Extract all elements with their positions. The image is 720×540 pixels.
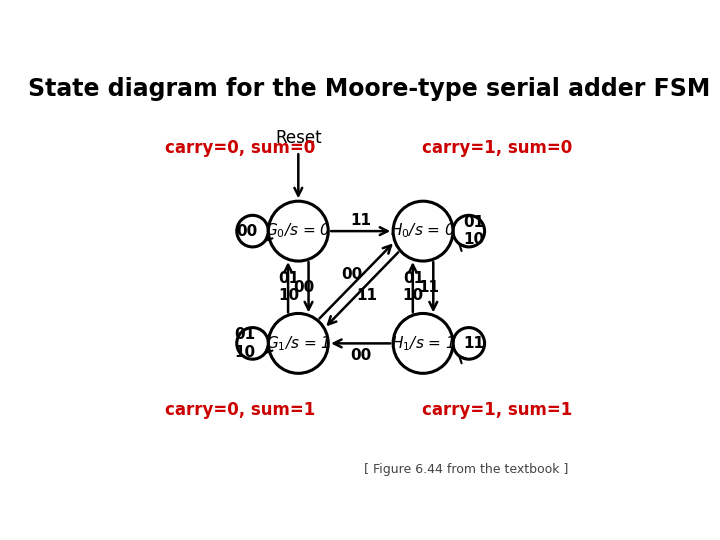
- Text: Reset: Reset: [275, 129, 322, 147]
- Text: 11: 11: [356, 288, 377, 303]
- Text: H$_0$/$s$ = 0: H$_0$/$s$ = 0: [390, 222, 456, 240]
- Text: 00: 00: [350, 348, 372, 363]
- Circle shape: [269, 313, 328, 373]
- Text: 01
10: 01 10: [235, 327, 256, 360]
- Circle shape: [393, 201, 453, 261]
- Text: 11: 11: [418, 280, 439, 295]
- Circle shape: [393, 313, 453, 373]
- Text: 11: 11: [464, 336, 485, 351]
- Text: 01
10: 01 10: [278, 271, 299, 303]
- Text: 11: 11: [350, 213, 372, 228]
- Text: H$_1$/$s$ = 1: H$_1$/$s$ = 1: [391, 334, 455, 353]
- Text: 00: 00: [293, 280, 315, 295]
- Circle shape: [269, 201, 328, 261]
- Text: carry=1, sum=1: carry=1, sum=1: [423, 401, 572, 419]
- Text: 01
10: 01 10: [464, 215, 485, 247]
- Text: [ Figure 6.44 from the textbook ]: [ Figure 6.44 from the textbook ]: [364, 463, 569, 476]
- Text: carry=1, sum=0: carry=1, sum=0: [423, 139, 572, 157]
- Text: State diagram for the Moore-type serial adder FSM: State diagram for the Moore-type serial …: [28, 77, 710, 102]
- Text: G$_1$/$s$ = 1: G$_1$/$s$ = 1: [266, 334, 330, 353]
- Text: 00: 00: [341, 267, 362, 282]
- Text: carry=0, sum=0: carry=0, sum=0: [166, 139, 315, 157]
- Text: 01
10: 01 10: [402, 271, 424, 303]
- Text: carry=0, sum=1: carry=0, sum=1: [166, 401, 315, 419]
- Text: G$_0$/$s$ = 0: G$_0$/$s$ = 0: [266, 222, 331, 240]
- Text: 00: 00: [237, 224, 258, 239]
